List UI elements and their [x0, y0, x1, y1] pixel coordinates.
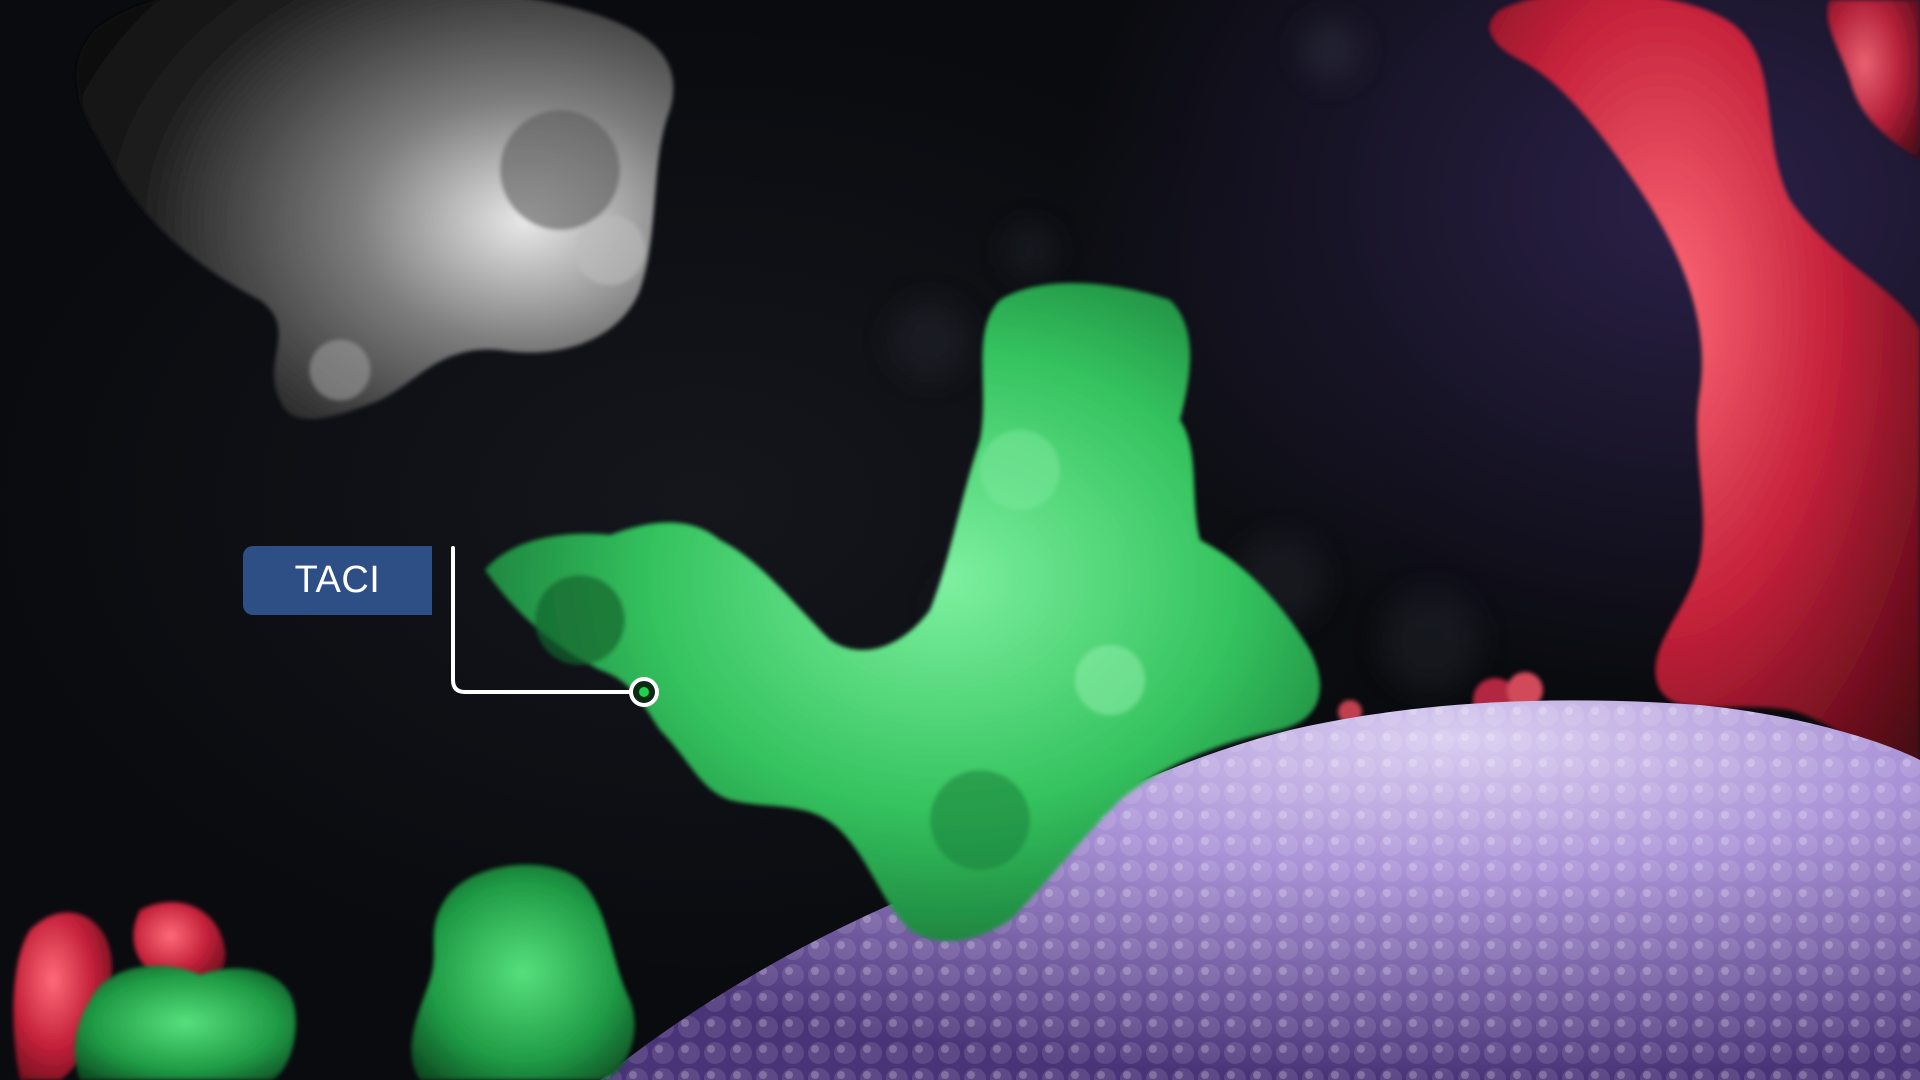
green-protein-small-left — [74, 965, 296, 1080]
gray-protein-cluster — [76, 0, 674, 419]
cell-membrane — [600, 700, 1920, 1080]
green-protein-small-center — [411, 864, 635, 1080]
taci-label: TACI — [243, 546, 432, 615]
